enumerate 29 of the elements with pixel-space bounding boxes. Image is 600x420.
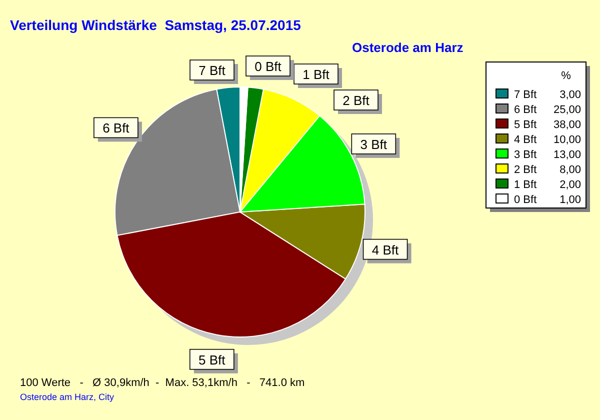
legend-label: 2 Bft [514, 164, 537, 176]
slice-label: 5 Bft [198, 352, 226, 368]
data-label: 8,00 [560, 164, 581, 176]
text: Osterode am Harz, City [20, 392, 115, 402]
category-label: 1 Bft [302, 67, 330, 82]
legend-label: 7 Bft [514, 89, 537, 101]
legend-label: 3 Bft [514, 149, 537, 161]
data-label: 2,00 [560, 179, 581, 191]
data-label: 38,00 [553, 119, 581, 131]
data-label: 3,00 [560, 89, 581, 101]
data-label: 25,00 [553, 104, 581, 116]
data-label: 10,00 [553, 134, 581, 146]
slice-label: 3 Bft [360, 136, 388, 152]
legend-label: 1 Bft [514, 179, 537, 191]
legend-title: % [561, 70, 572, 82]
legend-label: 4 Bft [514, 134, 537, 146]
legend-label: 5 Bft [514, 119, 537, 131]
slice-label: 7 Bft [198, 63, 226, 78]
text: 100 Werte - Ø 30,9km/h - Max. 53,1km/h - 741.0 km [20, 377, 305, 389]
slice-label: 0 Bft [254, 59, 282, 74]
slice-label: 2 Bft [342, 93, 370, 108]
chart-title: Verteilung Windstärke Samstag, 25.07.2015 [10, 17, 302, 33]
slice-label: 4 Bft [372, 242, 400, 258]
legend-label: 6 Bft [514, 104, 537, 116]
slice-label: 6 Bft [102, 120, 130, 136]
data-label: 1,00 [560, 194, 581, 206]
legend-label: 0 Bft [514, 194, 537, 206]
chart-subtitle: Osterode am Harz [352, 40, 464, 55]
data-label: 13,00 [553, 149, 581, 161]
